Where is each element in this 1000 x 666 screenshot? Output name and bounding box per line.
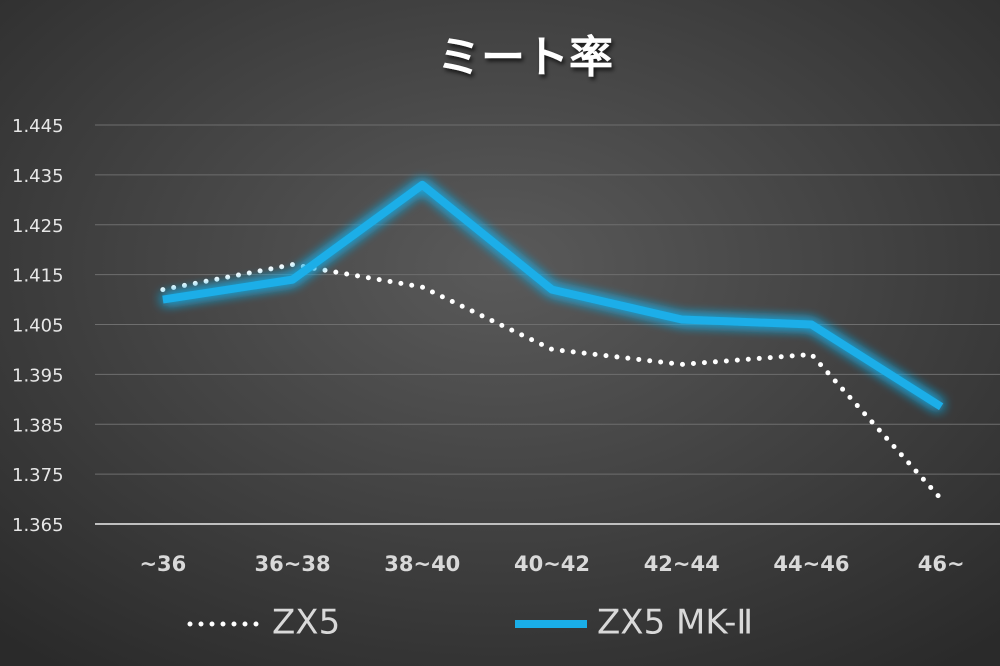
y-tick-label: 1.395 — [12, 365, 64, 386]
x-tick-label: 40~42 — [514, 552, 590, 576]
y-tick-label: 1.435 — [12, 166, 64, 187]
legend-label: ZX5 MK-Ⅱ — [597, 603, 753, 643]
y-tick-label: 1.405 — [12, 316, 64, 337]
y-tick-label: 1.365 — [12, 515, 64, 536]
y-tick-label: 1.445 — [12, 116, 64, 137]
x-tick-label: 44~46 — [773, 552, 849, 576]
series-line — [162, 180, 944, 411]
chart-title: ミート率 — [437, 32, 613, 83]
x-tick-label: ~36 — [139, 552, 186, 576]
y-tick-label: 1.415 — [12, 266, 64, 287]
x-tick-label: 38~40 — [384, 552, 460, 576]
legend-label: ZX5 — [272, 603, 340, 643]
x-tick-label: 36~38 — [255, 552, 331, 576]
y-tick-label: 1.375 — [12, 465, 64, 486]
y-tick-label: 1.385 — [12, 415, 64, 436]
y-tick-label: 1.425 — [12, 216, 64, 237]
x-tick-label: 46~ — [918, 552, 965, 576]
x-tick-label: 42~44 — [644, 552, 720, 576]
series-line — [160, 262, 944, 502]
